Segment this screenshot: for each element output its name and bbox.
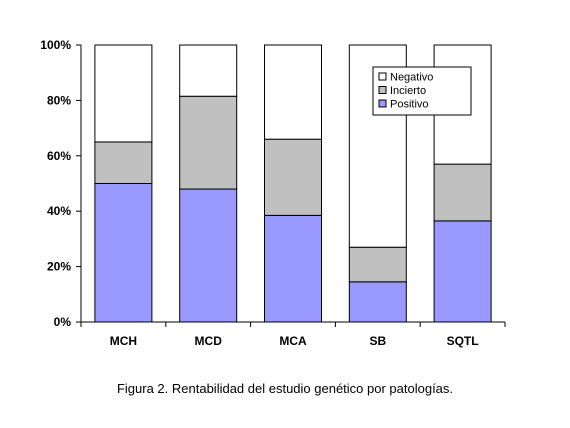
axes-group: MCH MCD MCA SB SQTL 0% 20% 40% 60% 80% 100% — [40, 38, 506, 348]
y-tick-label: 60% — [47, 149, 71, 163]
legend-label-negativo: Negativo — [390, 72, 433, 84]
x-tick-label-mcd: MCD — [195, 334, 223, 348]
bar-incierto-sqtl — [433, 163, 492, 222]
x-tick-label-mca: MCA — [279, 334, 307, 348]
x-tick-label-mch: MCH — [110, 334, 137, 348]
y-tick-label: 20% — [47, 260, 71, 274]
bar-incierto-mcd — [179, 95, 238, 190]
legend-swatch-incierto — [378, 86, 387, 94]
bar-negativo-mch — [94, 44, 153, 143]
bar-positivo-mca — [264, 214, 322, 323]
legend-label-incierto: Incierto — [390, 85, 426, 97]
bar-negativo-mcd — [179, 44, 238, 97]
stacked-bar-chart: MCH MCD MCA SB SQTL 0% 20% 40% 60% 80% 100% Negati… — [40, 38, 506, 348]
bar-positivo-sqtl — [433, 220, 492, 323]
bar-positivo-mcd — [179, 188, 238, 323]
bar-positivo-mch — [94, 183, 153, 323]
bar-incierto-mch — [94, 141, 153, 184]
bars-group — [94, 44, 492, 323]
x-tick-label-sb: SB — [369, 334, 386, 348]
bar-negativo-mca — [264, 44, 322, 140]
figure-caption: Figura 2. Rentabilidad del estudio genét… — [116, 381, 454, 396]
y-tick-label: 80% — [47, 93, 71, 107]
legend-box — [372, 66, 472, 116]
x-tick-label-sqtl: SQTL — [447, 334, 479, 348]
legend-label-positivo: Positivo — [390, 99, 429, 111]
bar-positivo-sb — [348, 281, 407, 323]
legend-swatch-positivo — [378, 99, 387, 108]
y-tick-label: 0% — [54, 315, 72, 329]
legend-swatch-negativo — [378, 72, 387, 81]
bar-incierto-mca — [264, 138, 322, 216]
y-tick-label: 100% — [40, 38, 71, 52]
y-tick-label: 40% — [47, 204, 71, 218]
bar-incierto-sb — [348, 246, 407, 283]
